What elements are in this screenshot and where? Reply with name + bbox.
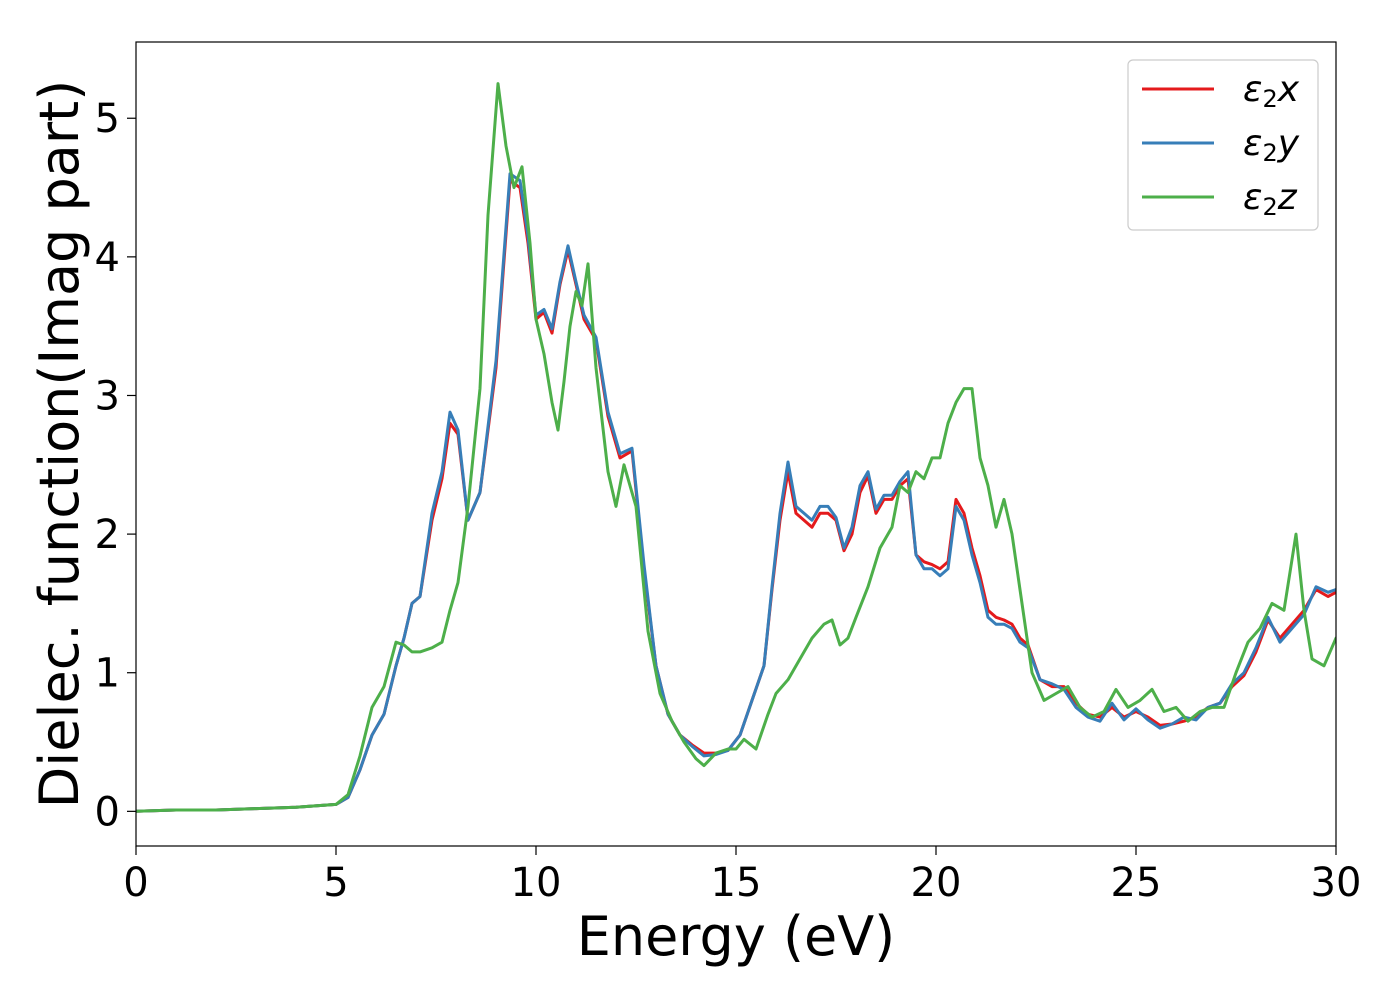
series-line-z	[136, 82, 1336, 813]
x-axis: 0 5 10 15 20 25 30	[123, 846, 1361, 906]
series-line-x	[136, 179, 1336, 813]
x-tick-label: 25	[1111, 860, 1162, 906]
x-tick-label: 5	[323, 860, 348, 906]
y-axis-title: Dielec. function(Imag part)	[28, 80, 91, 809]
x-tick-label: 0	[123, 860, 148, 906]
legend: ε2x ε2y ε2z	[1127, 59, 1319, 231]
y-tick-label: 4	[95, 235, 120, 281]
legend-label-x: ε2x	[1243, 69, 1300, 113]
legend-box	[1127, 59, 1319, 231]
y-tick-label: 5	[95, 96, 120, 142]
series-line-y	[136, 172, 1336, 813]
y-tick-label: 2	[95, 512, 120, 558]
legend-label-y: ε2y	[1243, 123, 1300, 167]
y-tick-label: 1	[95, 651, 120, 697]
x-axis-title: Energy (eV)	[577, 905, 896, 968]
series-layer	[136, 82, 1336, 813]
y-axis: 0 1 2 3 4 5	[95, 96, 136, 835]
legend-label-z: ε2z	[1243, 177, 1298, 221]
x-tick-label: 30	[1311, 860, 1362, 906]
y-tick-label: 3	[95, 373, 120, 419]
x-tick-label: 20	[911, 860, 962, 906]
x-tick-label: 10	[511, 860, 562, 906]
x-tick-label: 15	[711, 860, 762, 906]
y-tick-label: 0	[95, 789, 120, 835]
